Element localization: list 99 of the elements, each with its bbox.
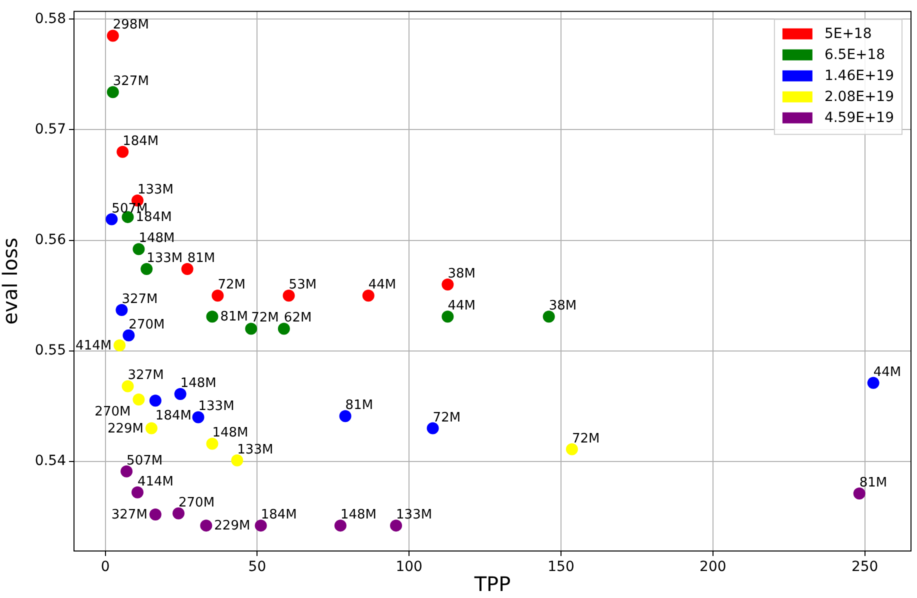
point xyxy=(442,310,454,323)
point xyxy=(149,394,162,407)
annotation: 414M xyxy=(137,474,174,490)
point xyxy=(212,290,224,302)
annotation: 81M xyxy=(220,310,248,325)
point xyxy=(282,290,295,302)
point xyxy=(114,339,126,352)
annotation: 270M xyxy=(178,495,215,510)
annotation: 229M xyxy=(107,421,144,436)
x-tick-label: 250 xyxy=(851,559,878,576)
annotation: 184M xyxy=(122,134,159,149)
annotation: 44M xyxy=(448,298,476,314)
point xyxy=(181,263,194,276)
point xyxy=(174,388,186,400)
annotation: 327M xyxy=(128,368,164,384)
point xyxy=(339,410,352,422)
point xyxy=(334,520,346,532)
point xyxy=(116,146,129,158)
point xyxy=(122,380,134,392)
y-tick-label: 0.56 xyxy=(34,232,66,248)
x-axis-title: TPP xyxy=(473,572,511,596)
point xyxy=(140,263,153,276)
point xyxy=(132,243,145,256)
annotation: 327M xyxy=(122,292,158,307)
point xyxy=(206,438,218,450)
annotation: 184M xyxy=(136,210,172,226)
annotation: 184M xyxy=(260,508,297,523)
annotation: 184M xyxy=(155,408,192,424)
annotation: 62M xyxy=(284,310,312,326)
x-tick-label: 150 xyxy=(548,559,574,576)
annotation: 148M xyxy=(212,426,248,441)
annotation: 38M xyxy=(548,298,577,314)
point xyxy=(867,376,880,389)
point xyxy=(106,86,119,98)
point xyxy=(172,507,185,520)
legend-label: 2.08E+19 xyxy=(824,89,894,106)
point xyxy=(426,422,439,434)
point xyxy=(131,486,144,498)
x-tick-label: 100 xyxy=(396,559,422,576)
annotation: 72M xyxy=(572,431,600,446)
point xyxy=(145,422,158,434)
annotation: 133M xyxy=(146,251,183,266)
point xyxy=(362,290,374,302)
annotation: 148M xyxy=(138,231,175,246)
point xyxy=(192,411,204,424)
point xyxy=(245,322,258,335)
point xyxy=(116,304,128,316)
point xyxy=(106,213,118,226)
point xyxy=(442,278,454,291)
annotation: 507M xyxy=(126,453,163,468)
x-tick-label: 0 xyxy=(100,559,110,576)
annotation: 44M xyxy=(873,364,902,380)
annotation: 133M xyxy=(137,182,174,198)
point xyxy=(106,30,119,42)
annotation: 327M xyxy=(112,74,149,90)
annotation: 81M xyxy=(345,398,374,414)
point xyxy=(132,394,145,406)
point xyxy=(122,329,135,342)
annotation: 148M xyxy=(180,376,216,391)
y-tick-label: 0.57 xyxy=(34,121,66,138)
point xyxy=(200,520,212,532)
annotation: 133M xyxy=(198,399,234,414)
point xyxy=(566,443,578,456)
legend-label: 5E+18 xyxy=(824,26,872,42)
annotation: 414M xyxy=(76,338,112,354)
annotation: 133M xyxy=(237,442,274,458)
point xyxy=(542,310,555,323)
annotation: 44M xyxy=(368,278,396,293)
point xyxy=(120,465,133,478)
annotation: 38M xyxy=(448,266,476,282)
point xyxy=(853,488,866,500)
annotation: 81M xyxy=(187,251,216,266)
annotation: 72M xyxy=(218,278,246,293)
y-tick-label: 0.55 xyxy=(34,342,66,358)
legend-label: 4.59E+19 xyxy=(824,110,894,126)
point xyxy=(231,454,244,466)
annotation: 53M xyxy=(288,278,317,293)
annotation: 229M xyxy=(214,518,250,534)
annotation: 72M xyxy=(432,410,461,426)
legend-label: 6.5E+18 xyxy=(824,47,886,64)
annotation: 72M xyxy=(251,310,279,326)
y-tick-label: 0.58 xyxy=(34,10,66,27)
y-tick-label: 0.54 xyxy=(34,453,66,470)
annotation: 133M xyxy=(396,508,432,523)
annotation: 270M xyxy=(94,404,131,420)
x-tick-label: 50 xyxy=(248,559,266,576)
point xyxy=(254,520,267,532)
annotation: 327M xyxy=(111,508,148,523)
annotation: 270M xyxy=(128,317,165,332)
legend-label: 1.46E+19 xyxy=(824,68,894,84)
point xyxy=(390,520,402,532)
point xyxy=(149,508,162,521)
point xyxy=(206,310,218,323)
annotation: 81M xyxy=(859,476,888,490)
annotation: 148M xyxy=(340,508,376,523)
point xyxy=(278,322,290,335)
x-tick-label: 200 xyxy=(700,559,726,576)
annotation: 298M xyxy=(112,18,149,33)
y-axis-title: eval loss xyxy=(0,238,22,325)
